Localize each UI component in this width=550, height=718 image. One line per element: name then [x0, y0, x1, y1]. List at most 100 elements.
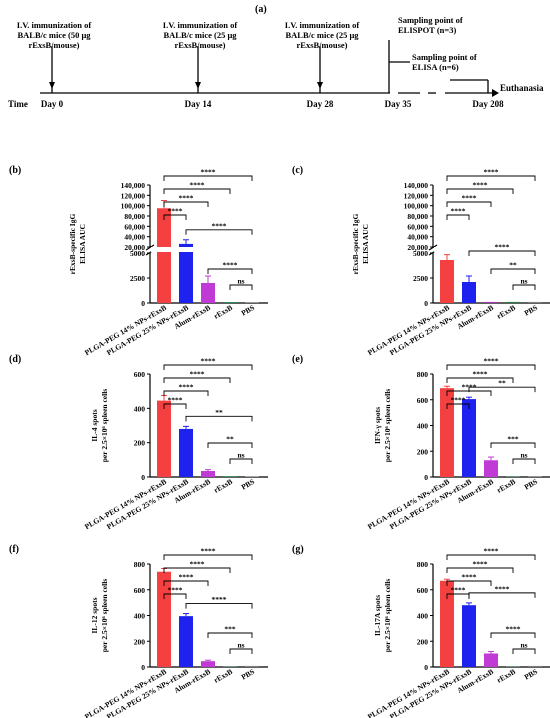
y-axis-label: per 2.5×10⁶ spleen cells	[383, 389, 392, 463]
y-tick-label: 200	[134, 637, 146, 646]
y-tick-label: 400	[134, 612, 146, 621]
significance-label: ****	[168, 207, 183, 216]
euthanasia-label: Euthanasia	[500, 83, 544, 93]
y-tick-label: 0	[424, 299, 428, 308]
bar	[462, 399, 476, 477]
x-tick-label: PBS	[523, 477, 539, 492]
significance-bracket	[163, 593, 187, 599]
significance-bracket	[207, 442, 253, 448]
significance-label: ****	[484, 547, 499, 556]
significance-bracket	[468, 250, 536, 256]
significance-bracket	[163, 580, 209, 586]
significance-bracket	[163, 188, 231, 194]
y-tick-label: 800	[417, 560, 429, 569]
significance-bracket	[163, 175, 253, 181]
elispot-text: Sampling point of	[398, 15, 463, 25]
timeline-event-text: BALB/c mice (25 μg	[285, 30, 359, 40]
bar	[179, 243, 193, 303]
bar	[201, 470, 215, 477]
timeline-event-text: rExsB/mouse)	[175, 40, 226, 50]
significance-label: ****	[451, 207, 466, 216]
axis-break-gap	[151, 247, 269, 252]
y-tick-label: 800	[134, 560, 146, 569]
y-tick-label: 600	[417, 396, 429, 405]
significance-label: ns	[237, 641, 244, 650]
significance-label: ****	[168, 396, 183, 405]
significance-bracket	[446, 377, 514, 383]
significance-label: ****	[484, 357, 499, 366]
timeline-event-arrow	[317, 82, 323, 89]
significance-bracket	[185, 603, 253, 609]
y-tick-label: 800	[417, 370, 429, 379]
bar	[157, 208, 171, 303]
timeline-event-text: I.V. immunization of	[17, 20, 92, 30]
significance-label: **	[226, 435, 234, 444]
significance-bracket	[490, 442, 536, 448]
bar	[245, 476, 259, 477]
panel-g: 0 200 400 600 800 (g) IL-17A spots per 2.5×10⁶ …	[292, 544, 550, 718]
bar	[157, 571, 171, 667]
significance-bracket	[185, 415, 253, 422]
significance-bracket	[446, 175, 536, 181]
timeline-panel: (a) Time Euthanasia Day 0 I.V. immunizati…	[8, 4, 544, 109]
x-tick-label: PBS	[240, 477, 256, 492]
y-tick-label: 5000	[130, 249, 145, 258]
significance-label: ****	[495, 243, 510, 252]
y-tick-label: 20,000	[124, 243, 145, 252]
y-tick-label: 0	[141, 473, 145, 482]
bar	[179, 428, 193, 477]
y-axis-label: rExsB-specific IgG	[68, 214, 77, 275]
timeline-event-arrow	[195, 82, 201, 89]
significance-bracket	[163, 567, 231, 573]
significance-bracket	[468, 386, 536, 393]
significance-label: ****	[451, 586, 466, 595]
y-tick-label: 600	[417, 586, 429, 595]
timeline-event-text: rExsB/mouse)	[29, 40, 80, 50]
significance-bracket	[229, 458, 253, 464]
y-tick-label: 140,000	[404, 181, 429, 190]
panel-f: 0 200 400 600 800 (f) IL-12 spots per 2.5×10⁶ s…	[9, 544, 268, 718]
elisa-text: Sampling point of	[412, 52, 477, 62]
timeline-arrow-head	[492, 89, 499, 97]
significance-bracket	[446, 188, 514, 194]
panel-label: (g)	[292, 544, 304, 555]
significance-bracket	[512, 648, 536, 654]
significance-label: **	[215, 408, 223, 417]
significance-label: ***	[507, 435, 519, 444]
timeline-event-text: BALB/c mice (25 μg	[163, 30, 237, 40]
bar	[506, 476, 520, 477]
y-tick-label: 40,000	[124, 233, 145, 242]
significance-label: ****	[506, 625, 521, 634]
y-tick-label: 20,000	[407, 243, 428, 252]
significance-label: ns	[237, 451, 244, 460]
bar	[157, 400, 171, 477]
x-tick-label: rExsB	[495, 477, 517, 495]
x-tick-label: rExsB	[212, 477, 234, 495]
bar	[440, 260, 454, 303]
bar	[245, 302, 259, 303]
y-tick-label: 2500	[130, 274, 145, 283]
bar	[484, 653, 498, 667]
timeline-event-text: I.V. immunization of	[163, 20, 238, 30]
significance-bracket	[163, 554, 253, 560]
y-tick-label: 0	[141, 299, 145, 308]
significance-bracket	[185, 229, 253, 235]
significance-label: ns	[520, 641, 527, 650]
bar	[440, 580, 454, 667]
bar	[484, 460, 498, 477]
y-tick-label: 80,000	[124, 212, 145, 221]
y-tick-label: 120,000	[404, 191, 429, 200]
timeline-day-label: Day 35	[385, 99, 412, 109]
x-tick-label: PBS	[523, 303, 539, 318]
bar	[462, 282, 476, 303]
y-tick-label: 400	[417, 422, 429, 431]
significance-label: ****	[168, 586, 183, 595]
y-tick-label: 200	[417, 637, 429, 646]
y-tick-label: 5000	[413, 249, 428, 258]
significance-label: ****	[190, 560, 205, 569]
significance-bracket	[163, 403, 187, 409]
x-tick-label: PBS	[240, 667, 256, 682]
significance-label: ****	[462, 194, 477, 203]
significance-bracket	[446, 364, 536, 370]
